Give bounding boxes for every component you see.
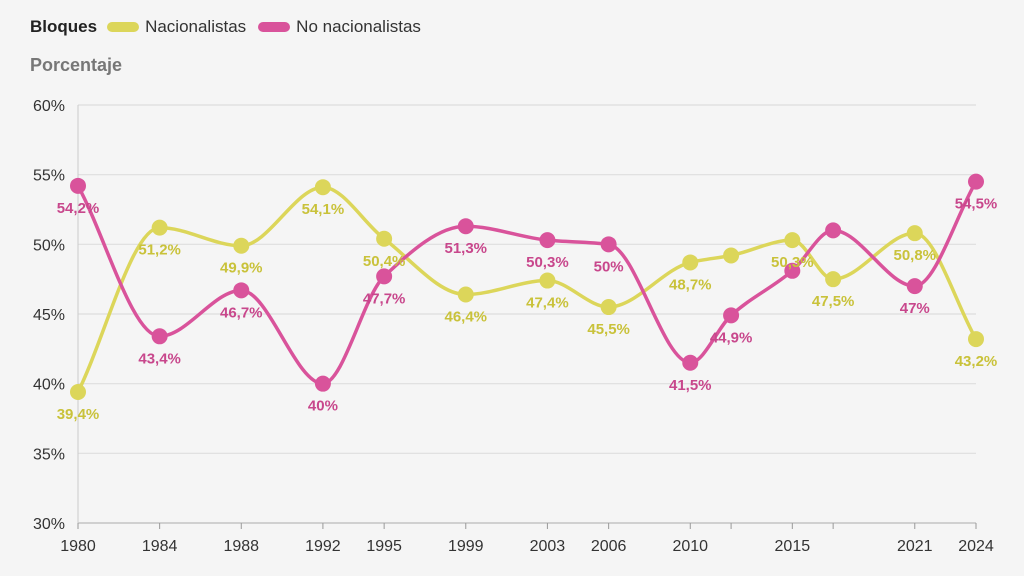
data-point-no-nacionalistas[interactable]	[151, 328, 168, 345]
data-point-no-nacionalistas[interactable]	[825, 222, 842, 239]
y-axis-title: Porcentaje	[30, 55, 123, 75]
data-label-no-nacionalistas: 41,5%	[669, 377, 712, 394]
x-tick-label: 1995	[366, 538, 402, 555]
y-tick-label: 35%	[33, 446, 65, 463]
series-points	[70, 173, 984, 401]
data-point-no-nacionalistas[interactable]	[376, 268, 393, 285]
series-line-nacionalistas	[76, 185, 978, 394]
data-point-no-nacionalistas[interactable]	[539, 232, 556, 249]
data-label-nacionalistas: 47,5%	[812, 293, 855, 310]
data-label-no-nacionalistas: 40%	[308, 398, 338, 415]
legend-label-nacionalistas: Nacionalistas	[145, 17, 247, 36]
data-point-nacionalistas[interactable]	[600, 299, 617, 316]
data-label-no-nacionalistas: 54,2%	[57, 200, 100, 217]
data-label-nacionalistas: 50,4%	[363, 253, 406, 270]
x-tick-label: 2015	[775, 538, 811, 555]
legend-swatch-no-nacionalistas	[258, 22, 291, 32]
data-label-no-nacionalistas: 46,7%	[220, 304, 263, 321]
data-point-nacionalistas[interactable]	[70, 384, 86, 401]
x-tick-label: 2010	[672, 538, 708, 555]
data-point-nacionalistas[interactable]	[825, 271, 842, 288]
x-tick-label: 2003	[530, 538, 566, 555]
data-point-nacionalistas[interactable]	[682, 254, 699, 271]
legend-label-no-nacionalistas: No nacionalistas	[296, 17, 421, 36]
data-label-no-nacionalistas: 47%	[900, 300, 930, 317]
data-point-nacionalistas[interactable]	[539, 272, 556, 289]
data-label-nacionalistas: 50,8%	[893, 247, 936, 264]
data-label-nacionalistas: 49,9%	[220, 260, 263, 277]
x-tick-label: 1980	[60, 538, 96, 555]
x-tick-label: 2021	[897, 538, 933, 555]
data-point-no-nacionalistas[interactable]	[314, 375, 331, 392]
data-label-nacionalistas: 39,4%	[57, 406, 100, 423]
data-point-no-nacionalistas[interactable]	[70, 177, 86, 194]
data-point-nacionalistas[interactable]	[457, 286, 474, 303]
data-label-nacionalistas: 51,2%	[138, 242, 181, 259]
data-label-no-nacionalistas: 47,7%	[363, 290, 406, 307]
data-label-no-nacionalistas: 54,5%	[955, 196, 998, 213]
data-point-no-nacionalistas[interactable]	[233, 282, 250, 299]
data-point-no-nacionalistas[interactable]	[600, 236, 617, 253]
data-label-nacionalistas: 43,2%	[955, 353, 998, 370]
data-point-nacionalistas[interactable]	[723, 247, 740, 264]
data-label-no-nacionalistas: 44,9%	[710, 329, 753, 346]
data-label-nacionalistas: 54,1%	[302, 201, 345, 218]
data-label-no-nacionalistas: 50,3%	[526, 254, 569, 271]
data-label-nacionalistas: 48,7%	[669, 276, 712, 293]
data-point-nacionalistas[interactable]	[314, 179, 331, 196]
legend-item-nacionalistas[interactable]: Nacionalistas	[107, 17, 246, 37]
x-tick-label: 1992	[305, 538, 341, 555]
data-point-no-nacionalistas[interactable]	[682, 354, 699, 371]
series-lines	[76, 179, 978, 394]
data-label-no-nacionalistas: 50%	[594, 258, 624, 275]
data-point-no-nacionalistas[interactable]	[968, 173, 984, 190]
data-point-no-nacionalistas[interactable]	[723, 307, 740, 324]
data-label-no-nacionalistas: 51,3%	[444, 240, 487, 257]
x-tick-label: 1988	[223, 538, 259, 555]
data-point-no-nacionalistas[interactable]	[906, 278, 923, 295]
y-tick-label: 60%	[33, 98, 65, 115]
data-label-nacionalistas: 47,4%	[526, 295, 569, 312]
data-label-nacionalistas: 45,5%	[587, 321, 630, 338]
data-point-nacionalistas[interactable]	[906, 225, 923, 242]
x-tick-label: 1984	[142, 538, 178, 555]
data-point-nacionalistas[interactable]	[233, 237, 250, 254]
legend-item-no-nacionalistas[interactable]: No nacionalistas	[258, 17, 421, 37]
data-point-nacionalistas[interactable]	[151, 219, 168, 236]
data-label-no-nacionalistas: 43,4%	[138, 350, 181, 367]
y-tick-label: 40%	[33, 377, 65, 394]
y-tick-label: 30%	[33, 516, 65, 533]
grid-lines	[78, 104, 976, 524]
data-point-nacionalistas[interactable]	[968, 331, 984, 348]
x-axis: 1980 1984 1988 1992 1995 1999 2003 2006 2010 2015…	[60, 523, 994, 555]
data-point-no-nacionalistas[interactable]	[784, 262, 801, 279]
data-point-nacionalistas[interactable]	[376, 230, 393, 247]
data-label-nacionalistas: 50,3%	[771, 254, 814, 271]
x-tick-label: 1999	[448, 538, 484, 555]
x-tick-label: 2006	[591, 538, 627, 555]
legend-swatch-nacionalistas	[107, 22, 140, 32]
y-axis: 30% 35% 40% 45% 50% 55% 60%	[33, 98, 79, 533]
x-tick-label: 2024	[958, 538, 994, 555]
data-point-nacionalistas[interactable]	[784, 232, 801, 249]
legend: Bloques Nacionalistas No nacionalistas	[30, 15, 433, 39]
data-label-nacionalistas: 46,4%	[444, 308, 487, 325]
legend-title: Bloques	[30, 17, 98, 36]
y-tick-label: 50%	[33, 237, 65, 254]
y-tick-label: 45%	[33, 307, 65, 324]
data-point-no-nacionalistas[interactable]	[457, 218, 474, 235]
y-tick-label: 55%	[33, 168, 65, 185]
data-labels: 39,4% 51,2% 49,9% 54,1% 50,4% 46,4% 47,4% 45,5%…	[57, 196, 998, 423]
